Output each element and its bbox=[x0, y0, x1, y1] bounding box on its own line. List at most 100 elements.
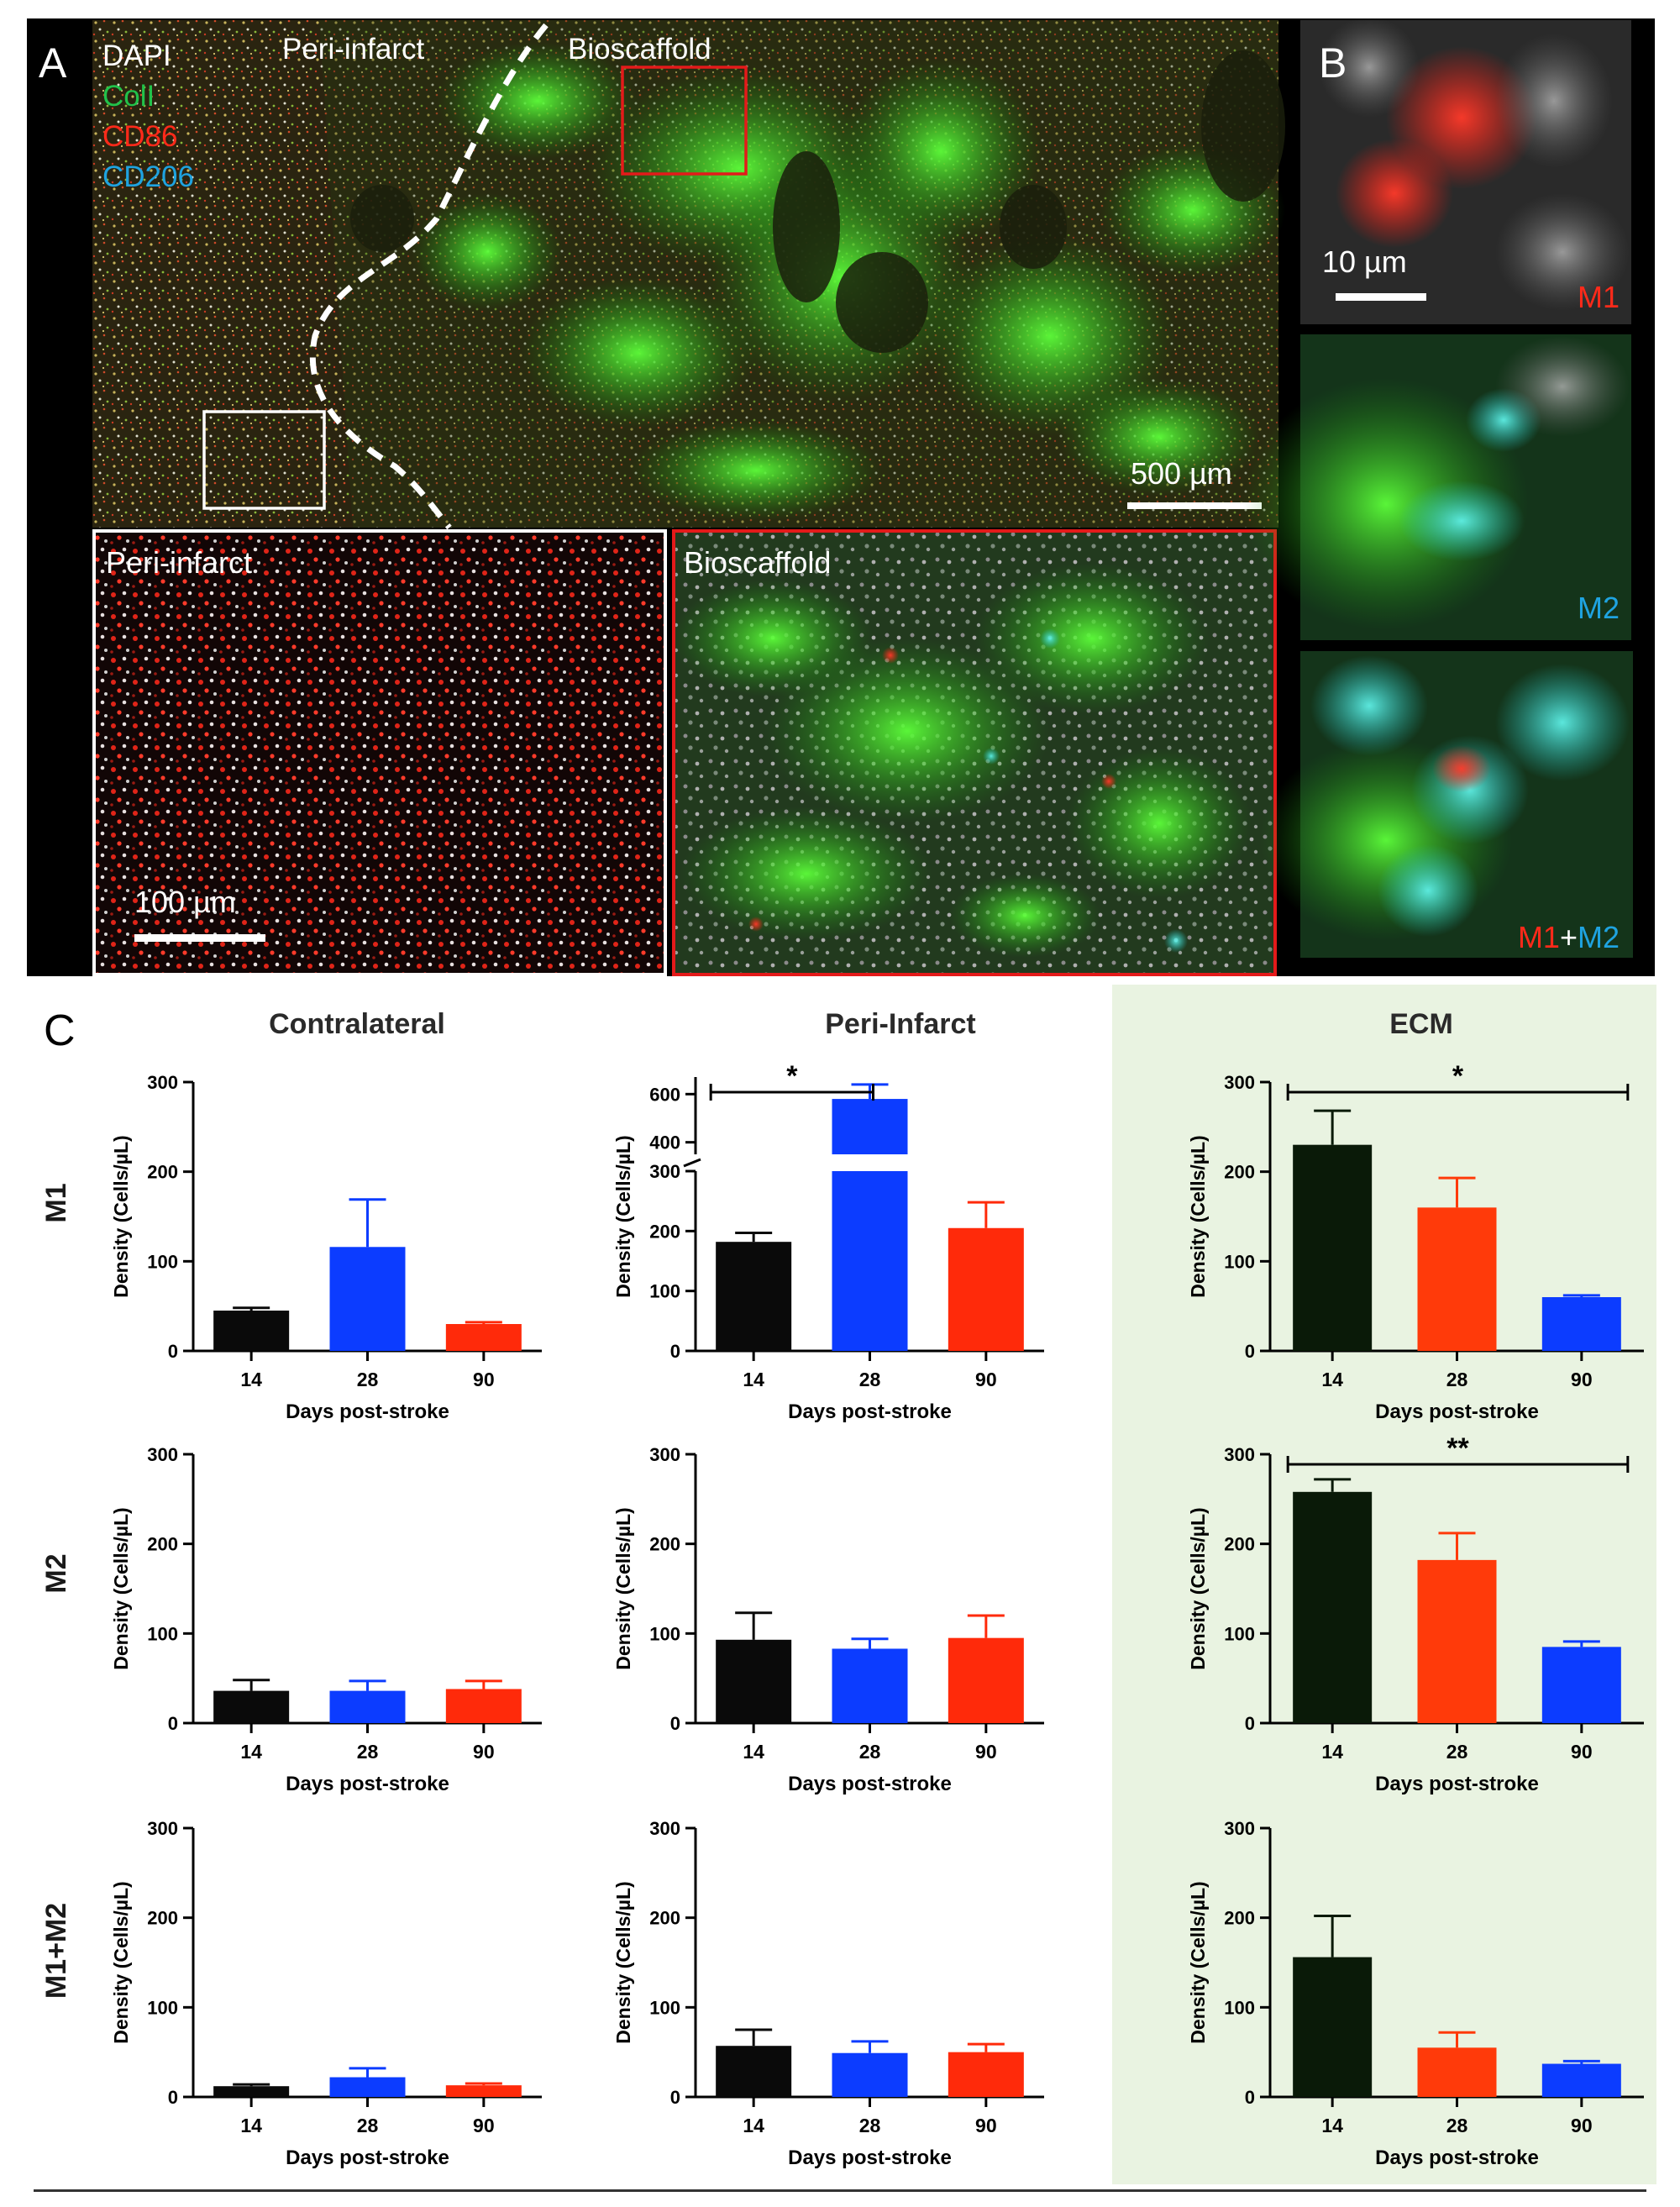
x-axis-label: Days post-stroke bbox=[286, 1400, 449, 1423]
y-tick-label: 0 bbox=[1245, 1713, 1255, 1734]
y-tick-label: 0 bbox=[670, 1341, 680, 1362]
bar-90 bbox=[948, 1227, 1024, 1351]
bar-14 bbox=[716, 1639, 792, 1723]
y-axis-label: Density (Cells/µL) bbox=[1187, 1135, 1209, 1297]
x-axis-label: Days post-stroke bbox=[788, 2147, 952, 2169]
scale-label-10: 10 µm bbox=[1322, 244, 1407, 279]
x-tick-label-28: 28 bbox=[859, 2115, 881, 2136]
chart-m1-contralateral: 0 100 200 300 Density (Cells/µL) 14 28 90 Days p… bbox=[110, 1072, 542, 1423]
x-tick-label-90: 90 bbox=[473, 2115, 495, 2136]
y-tick-label: 600 bbox=[649, 1084, 680, 1105]
dark-voids bbox=[350, 50, 1285, 353]
bar-90 bbox=[445, 1689, 522, 1723]
x-tick-label-14: 14 bbox=[1321, 1369, 1343, 1390]
x-tick-label-90: 90 bbox=[975, 1369, 997, 1390]
chart-m1-m2-contralateral: 0 100 200 300 Density (Cells/µL) 14 28 90 Days p… bbox=[110, 1818, 542, 2169]
panel-b-m1m2-m2: M2 bbox=[1578, 920, 1620, 954]
y-tick-label: 200 bbox=[147, 1534, 178, 1555]
x-axis-label: Days post-stroke bbox=[1375, 2147, 1539, 2169]
x-tick-label-14: 14 bbox=[743, 2115, 764, 2136]
bar-28 bbox=[329, 1690, 406, 1723]
x-tick-label-90: 90 bbox=[1571, 2115, 1593, 2136]
y-tick-label: 0 bbox=[1245, 1341, 1255, 1362]
y-tick-label: 200 bbox=[649, 1534, 680, 1555]
x-tick-label-14: 14 bbox=[240, 1741, 262, 1763]
inset-label-peri-infarct: Peri-infarct bbox=[106, 545, 252, 580]
bar-28 bbox=[832, 2052, 908, 2097]
panel-b-m1m2-label: M1+M2 bbox=[1518, 920, 1620, 954]
inset-box-peri-infarct bbox=[202, 410, 326, 510]
x-tick-label-14: 14 bbox=[1321, 1741, 1343, 1763]
row-label-m2: M2 bbox=[40, 1553, 72, 1593]
inset-box-bioscaffold bbox=[621, 66, 748, 176]
x-tick-label-28: 28 bbox=[859, 1741, 881, 1763]
panel-b-m1m2-plus: + bbox=[1560, 920, 1578, 954]
y-axis-label: Density (Cells/µL) bbox=[110, 1881, 132, 2043]
x-tick-label-14: 14 bbox=[240, 1369, 262, 1390]
x-tick-label-90: 90 bbox=[473, 1741, 495, 1763]
panel-b-m1m2-m1: M1 bbox=[1518, 920, 1560, 954]
significance-label: * bbox=[1452, 1060, 1464, 1092]
stain-label-cd86: CD86 bbox=[102, 120, 177, 153]
x-tick-label-90: 90 bbox=[473, 1369, 495, 1390]
y-tick-label: 200 bbox=[1224, 1534, 1255, 1555]
x-tick-label-14: 14 bbox=[743, 1369, 764, 1390]
chart-m2-peri-infarct: 0 100 200 300 Density (Cells/µL) 14 28 90 Days p… bbox=[612, 1444, 1044, 1795]
bar-90 bbox=[445, 2085, 522, 2097]
y-tick-label: 300 bbox=[1224, 1818, 1255, 1839]
x-axis-label: Days post-stroke bbox=[286, 2147, 449, 2169]
x-tick-label-14: 14 bbox=[1321, 2115, 1343, 2136]
bar-28 bbox=[329, 1247, 406, 1351]
bottom-rule bbox=[34, 2189, 1646, 2192]
x-tick-label-90: 90 bbox=[1571, 1741, 1593, 1763]
y-tick-label: 200 bbox=[649, 1908, 680, 1929]
bar-90 bbox=[948, 2052, 1024, 2097]
y-axis-label: Density (Cells/µL) bbox=[612, 1881, 634, 2043]
inset-bioscaffold-image bbox=[672, 529, 1277, 976]
x-tick-label-28: 28 bbox=[1446, 1741, 1468, 1763]
stain-label-cd206: CD206 bbox=[102, 160, 194, 193]
y-tick-label: 100 bbox=[649, 1281, 680, 1302]
panel-b-m2-image bbox=[1243, 334, 1631, 640]
y-tick-label: 300 bbox=[147, 1444, 178, 1465]
bar-28 bbox=[1417, 1207, 1497, 1351]
y-axis-label: Density (Cells/µL) bbox=[1187, 1881, 1209, 2043]
x-tick-label-28: 28 bbox=[1446, 2115, 1468, 2136]
y-tick-label: 300 bbox=[147, 1818, 178, 1839]
bar-28 bbox=[1417, 1559, 1497, 1723]
y-tick-label: 200 bbox=[1224, 1908, 1255, 1929]
x-tick-label-28: 28 bbox=[1446, 1369, 1468, 1390]
x-tick-label-90: 90 bbox=[975, 2115, 997, 2136]
x-axis-label: Days post-stroke bbox=[788, 1773, 952, 1795]
bar-14 bbox=[1293, 1491, 1373, 1723]
x-axis-label: Days post-stroke bbox=[788, 1400, 952, 1423]
y-tick-label: 200 bbox=[1224, 1162, 1255, 1183]
bar-14 bbox=[1293, 1144, 1373, 1351]
bar-14 bbox=[716, 2046, 792, 2097]
bar-28-upper bbox=[832, 1099, 908, 1154]
x-tick-label-14: 14 bbox=[743, 1741, 764, 1763]
y-tick-label: 200 bbox=[649, 1221, 680, 1242]
y-tick-label: 100 bbox=[147, 1251, 178, 1272]
stain-label-coli: ColI bbox=[102, 80, 155, 113]
x-tick-label-28: 28 bbox=[357, 2115, 379, 2136]
bar-90 bbox=[1541, 1297, 1621, 1351]
y-tick-label: 300 bbox=[649, 1444, 680, 1465]
row-label-m1: M1 bbox=[40, 1183, 72, 1222]
y-axis-label: Density (Cells/µL) bbox=[110, 1507, 132, 1669]
y-tick-label: 100 bbox=[649, 1623, 680, 1644]
y-tick-label: 300 bbox=[649, 1161, 680, 1182]
bar-28 bbox=[832, 1648, 908, 1723]
bar-28 bbox=[1417, 2047, 1497, 2097]
bar-90 bbox=[1541, 2063, 1621, 2097]
y-tick-label: 200 bbox=[147, 1908, 178, 1929]
bar-14 bbox=[716, 1242, 792, 1351]
bar-14 bbox=[1293, 1957, 1373, 2097]
panel-b-letter: B bbox=[1319, 39, 1347, 87]
y-tick-label: 300 bbox=[1224, 1444, 1255, 1465]
bar-28 bbox=[329, 2077, 406, 2097]
region-label-peri-infarct: Peri-infarct bbox=[282, 33, 424, 66]
y-tick-label: 0 bbox=[670, 1713, 680, 1734]
x-tick-label-28: 28 bbox=[859, 1369, 881, 1390]
y-tick-label: 100 bbox=[147, 1623, 178, 1644]
